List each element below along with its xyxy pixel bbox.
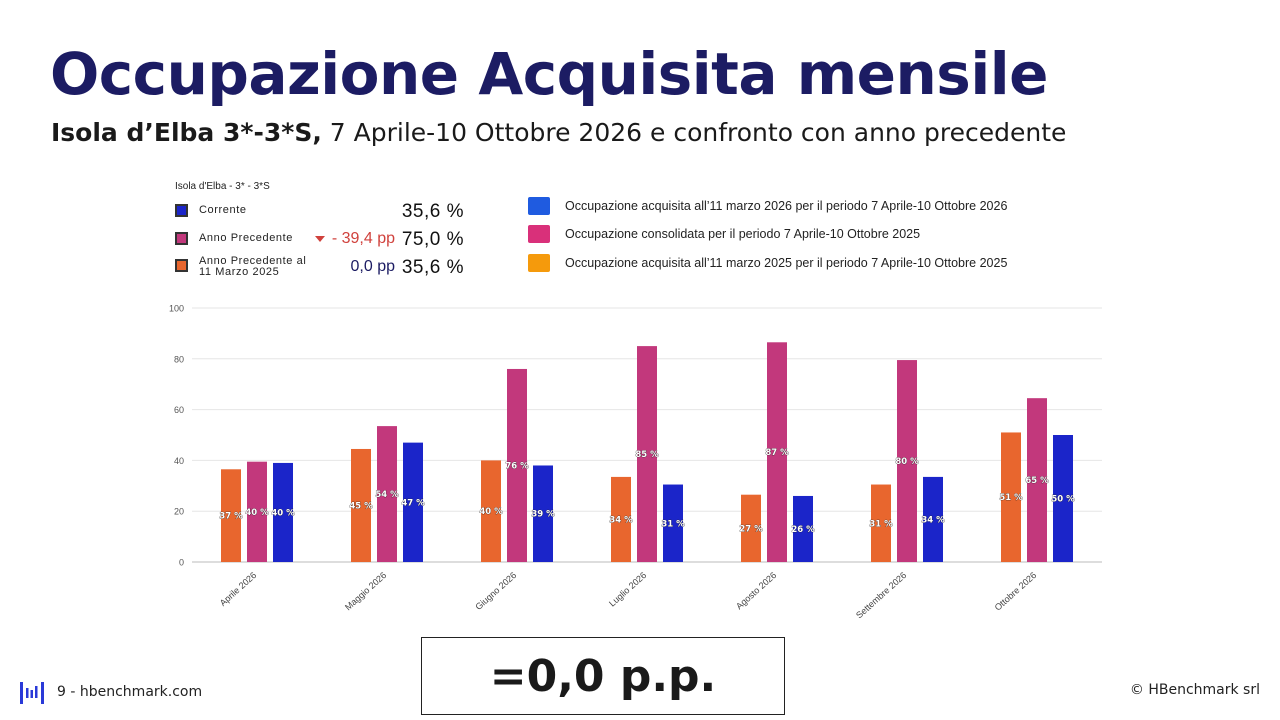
data-label: 87 % [765,448,789,458]
data-label: 34 % [921,515,945,525]
legend-swatch [528,225,550,243]
bar [793,495,813,562]
kpi-value: 35,6 % [401,201,464,222]
bar [767,342,787,562]
bar [1027,398,1047,562]
hbenchmark-logo-icon [20,682,44,704]
y-tick-label: 0 [179,558,184,568]
kpi-value: 75,0 % [401,229,464,250]
kpi-title: Isola d'Elba - 3* - 3*S [175,181,270,192]
kpi-delta: - 39,4 pp [314,230,395,248]
data-label: 31 % [869,519,893,529]
x-tick-label: Giugno 2026 [473,570,518,612]
footer-page-text: 9 - hbenchmark.com [57,684,203,700]
bar [611,476,631,562]
bar [507,368,527,562]
data-label: 51 % [999,493,1023,503]
data-label: 85 % [635,450,659,460]
kpi-label: Anno Precedente al 11 Marzo 2025 [199,255,307,278]
data-label: 40 % [271,508,295,518]
data-label: 47 % [401,498,425,508]
bar [273,462,293,562]
bar [1053,435,1073,562]
kpi-swatch-corrente [175,204,188,217]
x-tick-label: Agosto 2026 [734,570,778,611]
x-tick-label: Aprile 2026 [218,570,259,608]
bar [1001,432,1021,562]
data-label: 39 % [531,510,555,520]
kpi-delta: 0,0 pp [350,258,395,275]
legend-swatch [528,254,550,272]
data-label: 54 % [375,490,399,500]
data-label: 65 % [1025,476,1049,486]
copyright-text: © HBenchmark srl [1129,682,1260,698]
data-label: 40 % [479,507,503,517]
kpi-swatch-anno-precedente-marzo [175,259,188,272]
data-label: 37 % [219,512,243,522]
y-tick-label: 20 [174,507,184,517]
bar [533,465,553,562]
kpi-delta-value: - 39,4 pp [331,230,395,247]
bar [637,346,657,562]
kpi-row-anno-precedente: Anno Precedente - 39,4 pp 75,0 % [175,229,475,252]
subtitle-location: Isola d’Elba 3*-3*S, [51,118,322,147]
legend-text: Occupazione acquisita all’11 marzo 2025 … [565,256,1008,270]
y-tick-label: 80 [174,354,184,364]
bar [663,484,683,562]
bar [403,442,423,562]
data-label: 45 % [349,501,373,511]
x-tick-label: Maggio 2026 [343,570,388,612]
legend-swatch [528,197,550,215]
y-tick-label: 60 [174,405,184,415]
bar [923,476,943,562]
kpi-label: Corrente [199,204,247,216]
data-label: 26 % [791,525,815,535]
bar [741,494,761,562]
down-triangle-icon [314,235,325,242]
data-label: 34 % [609,515,633,525]
bar [247,461,267,562]
kpi-row-anno-precedente-11-marzo: Anno Precedente al 11 Marzo 2025 0,0 pp … [175,256,475,278]
page-subtitle: Isola d’Elba 3*-3*S, 7 Aprile-10 Ottobre… [51,118,1066,147]
x-tick-label: Settembre 2026 [854,570,908,620]
bar [897,360,917,562]
y-tick-label: 100 [169,304,184,314]
bar [377,426,397,562]
subtitle-period: 7 Aprile-10 Ottobre 2026 e confronto con… [321,118,1067,147]
data-label: 50 % [1051,495,1075,505]
x-tick-label: Ottobre 2026 [993,570,1039,613]
result-box: =0,0 p.p. [421,637,785,715]
kpi-swatch-anno-precedente [175,232,188,245]
bar [871,484,891,562]
data-label: 76 % [505,461,529,471]
bar [351,448,371,562]
data-label: 27 % [739,524,763,534]
page-title: Occupazione Acquisita mensile [50,40,1048,108]
data-label: 40 % [245,508,269,518]
bar [481,460,501,562]
legend-text: Occupazione consolidata per il periodo 7… [565,227,921,241]
kpi-value: 35,6 % [401,257,464,278]
x-tick-label: Luglio 2026 [607,570,648,609]
bar [221,469,241,562]
data-label: 31 % [661,519,685,529]
kpi-row-corrente: Corrente 35,6 % [175,201,475,224]
kpi-label: Anno Precedente [199,232,294,244]
y-tick-label: 40 [174,456,184,466]
legend-text: Occupazione acquisita all’11 marzo 2026 … [565,199,1008,213]
data-label: 80 % [895,457,919,467]
